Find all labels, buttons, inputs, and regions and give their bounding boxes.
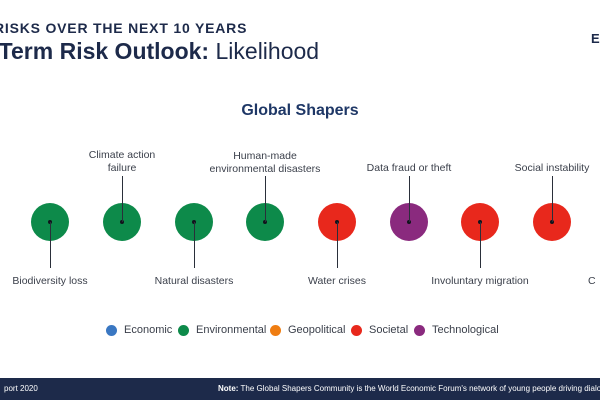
legend-item-economic: Economic (106, 324, 172, 336)
label-data-fraud: Data fraud or theft (366, 162, 452, 174)
label-natural-disasters: Natural disasters (154, 275, 234, 287)
leader-social (552, 176, 553, 222)
label-climate-line1: Climate action (88, 149, 156, 161)
leader-natural (194, 222, 195, 268)
legend-dot-societal (351, 324, 362, 336)
label-biodiversity-loss: Biodiversity loss (12, 275, 88, 287)
legend-label-technological: Technological (432, 324, 499, 336)
footer-note-text: The Global Shapers Community is the Worl… (238, 384, 600, 393)
label-social-instability: Social instability (514, 162, 590, 174)
legend-item-technological: Technological (414, 324, 499, 336)
leader-humanmade (265, 176, 266, 222)
legend-label-geopolitical: Geopolitical (288, 324, 346, 336)
legend-label-societal: Societal (369, 324, 409, 336)
page-title: -Term Risk Outlook: Likelihood (0, 38, 319, 65)
brand-logo: E (591, 31, 600, 46)
label-climate-line2: failure (107, 162, 137, 174)
leader-migration (480, 222, 481, 268)
leader-datafraud (409, 176, 410, 222)
label-humanmade-line1: Human-made (233, 150, 297, 162)
legend-item-environmental: Environmental (178, 324, 266, 336)
leader-climate (122, 176, 123, 222)
label-human-made-disasters: Human-made environmental disasters (205, 150, 325, 176)
section-title: Global Shapers (241, 102, 359, 119)
footer-note: Note: The Global Shapers Community is th… (218, 384, 600, 393)
legend-dot-economic (106, 324, 117, 336)
leader-water (337, 222, 338, 268)
footer-note-bold: Note: (218, 384, 239, 393)
legend-label-environmental: Environmental (196, 324, 267, 336)
legend-label-economic: Economic (124, 324, 173, 336)
legend-dot-environmental (178, 324, 189, 336)
title-bold: -Term Risk Outlook: (0, 38, 210, 64)
legend-dot-technological (414, 324, 425, 336)
footer-bar: port 2020 Note: The Global Shapers Commu… (0, 378, 600, 400)
label-cutoff: C (588, 275, 596, 287)
legend-dot-geopolitical (270, 324, 281, 336)
page-kicker: RISKS OVER THE NEXT 10 YEARS (0, 20, 248, 36)
label-involuntary-migration: Involuntary migration (431, 275, 529, 287)
leader-biodiversity (50, 222, 51, 268)
label-humanmade-line2: environmental disasters (209, 163, 321, 175)
label-water-crises: Water crises (308, 275, 366, 287)
legend-item-geopolitical: Geopolitical (270, 324, 345, 336)
title-light: Likelihood (209, 38, 320, 64)
legend-item-societal: Societal (351, 324, 408, 336)
label-climate-action-failure: Climate action failure (72, 149, 172, 175)
legend: Economic Environmental Geopolitical Soci… (0, 324, 600, 340)
footer-report-label: port 2020 (4, 384, 38, 393)
